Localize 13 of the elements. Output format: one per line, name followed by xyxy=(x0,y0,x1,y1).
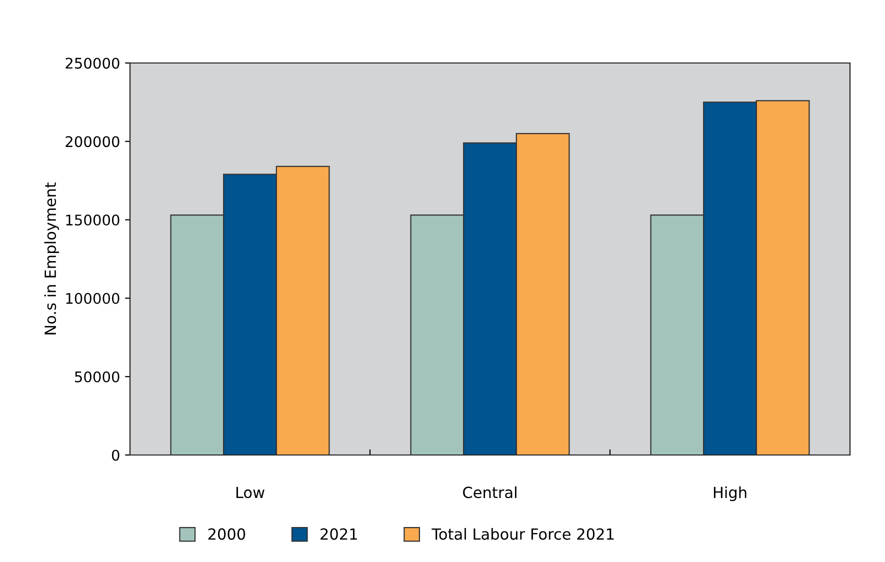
y-tick-label: 250000 xyxy=(66,58,120,69)
y-tick-label: 200000 xyxy=(66,136,120,148)
x-tick-label: High xyxy=(714,486,746,502)
y-tick-label: 150000 xyxy=(66,214,120,226)
y-axis-title: No.s in Employment xyxy=(44,182,60,334)
y-tick-label: 0 xyxy=(112,450,120,461)
y-tick-label: 100000 xyxy=(66,292,120,304)
legend-label: 2000 xyxy=(208,528,246,540)
y-tick-label: 50000 xyxy=(75,371,120,382)
x-tick-label: Low xyxy=(236,486,264,498)
legend-label: 2021 xyxy=(320,528,357,540)
x-tick-label: Central xyxy=(463,486,516,498)
legend-label: Total Labour Force 2021 xyxy=(432,528,614,540)
